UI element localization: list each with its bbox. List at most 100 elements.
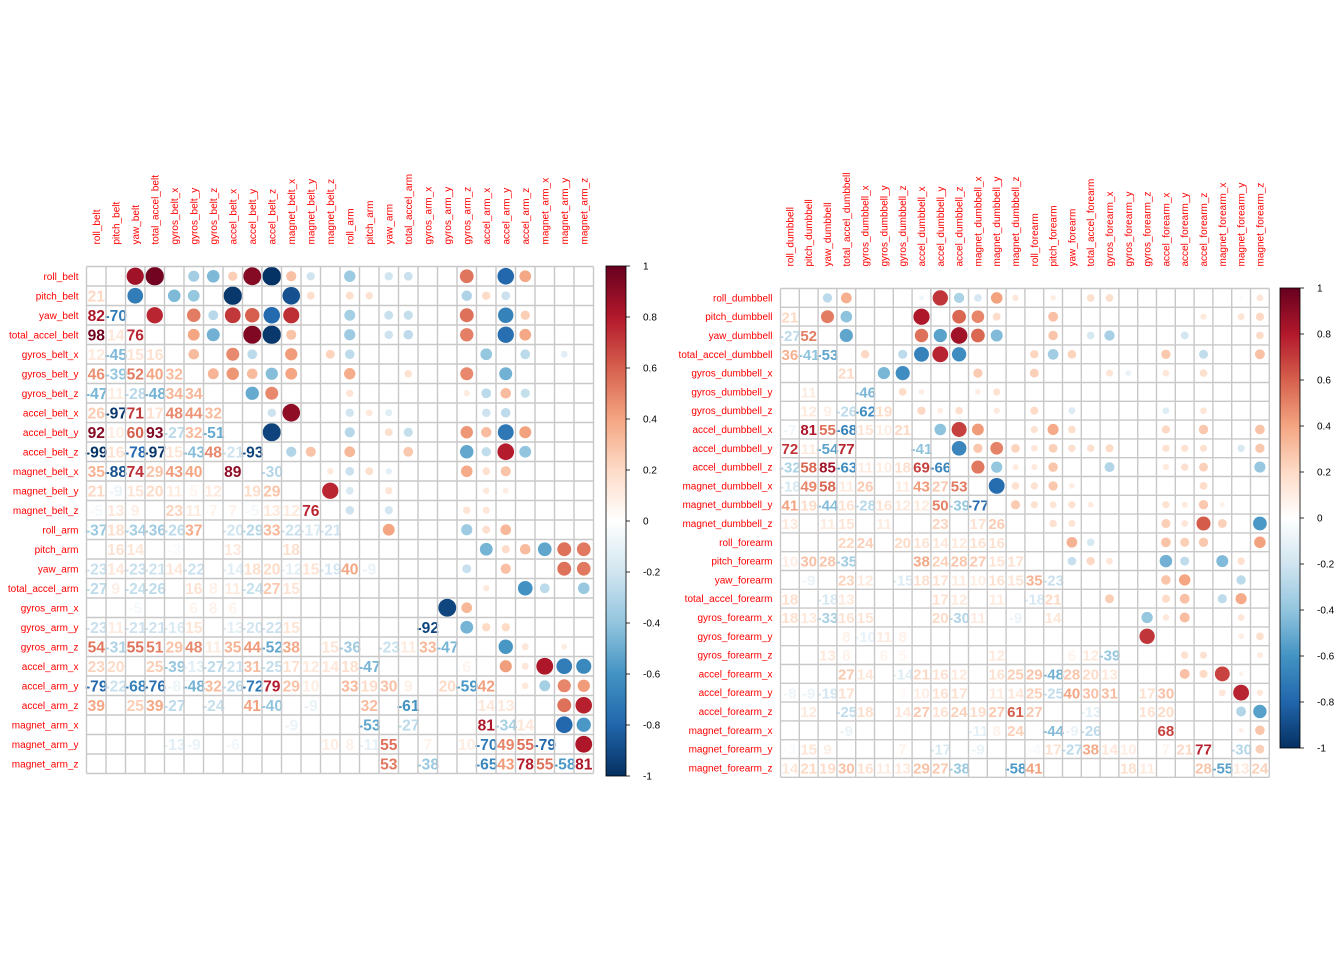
correlation-circle — [1068, 501, 1076, 509]
correlation-value: 14 — [932, 535, 949, 552]
correlation-value: -13 — [163, 737, 186, 754]
correlation-circle — [539, 680, 551, 692]
correlation-value: 30 — [1082, 685, 1099, 702]
correlation-value: -65 — [475, 757, 498, 774]
correlation-circle — [480, 348, 493, 361]
correlation-circle — [877, 366, 891, 380]
correlation-value: 6 — [1068, 648, 1076, 665]
correlation-circle — [479, 542, 493, 556]
correlation-circle — [188, 270, 200, 282]
column-label: magnet_arm_z — [579, 178, 590, 245]
column-label: accel_arm_y — [501, 188, 512, 245]
correlation-value: 25 — [1007, 667, 1024, 684]
colorbar-tick-label: 0 — [643, 517, 649, 528]
colorbar-tick-label: -0.6 — [643, 670, 661, 681]
correlation-value: 12 — [283, 503, 301, 520]
correlation-circle — [460, 465, 473, 478]
correlation-value: 16 — [107, 542, 125, 559]
correlation-value: -77 — [967, 497, 989, 514]
correlation-value: 77 — [838, 441, 855, 458]
correlation-circle — [286, 446, 297, 457]
correlation-value: 21 — [913, 667, 930, 684]
correlation-circle — [224, 307, 241, 324]
row-label: pitch_forearm — [711, 557, 772, 568]
correlation-circle — [262, 423, 281, 442]
correlation-circle — [1161, 537, 1171, 548]
colorbar-tick-label: 0.8 — [643, 313, 657, 324]
correlation-value: 16 — [838, 497, 855, 514]
correlation-value: -4 — [1028, 742, 1042, 759]
correlation-value: 10 — [782, 554, 799, 571]
correlation-circle — [282, 403, 301, 422]
correlation-value: -21 — [319, 523, 342, 540]
correlation-circle — [1162, 614, 1170, 621]
correlation-value: -72 — [241, 679, 264, 696]
correlation-value: -39 — [948, 497, 970, 514]
correlation-value: 30 — [800, 554, 817, 571]
correlation-value: -5 — [128, 601, 142, 618]
correlation-value: 55 — [517, 737, 535, 754]
correlation-value: 20 — [894, 535, 911, 552]
correlation-value: 10 — [970, 573, 987, 590]
correlation-circle — [520, 388, 530, 398]
correlation-value: 10 — [876, 422, 893, 439]
correlation-circle — [247, 349, 258, 360]
correlation-value: -8 — [167, 679, 181, 696]
column-label: gyros_belt_y — [189, 188, 200, 245]
correlation-value: -3 — [783, 742, 796, 759]
correlation-circle — [500, 563, 511, 574]
column-label: accel_belt_x — [228, 189, 239, 245]
row-label: accel_dumbbell_z — [692, 463, 772, 474]
correlation-value: 17 — [838, 685, 855, 702]
colorbar-tick-label: 1 — [1317, 284, 1323, 295]
correlation-value: -34 — [124, 523, 147, 540]
correlation-value: -18 — [817, 591, 839, 608]
correlation-value: 32 — [205, 679, 223, 696]
correlation-circle — [1179, 593, 1190, 604]
correlation-circle — [1199, 444, 1208, 452]
correlation-circle — [461, 524, 473, 536]
correlation-value: 32 — [361, 698, 379, 715]
correlation-value: -27 — [1061, 742, 1083, 759]
correlation-value: 11 — [970, 610, 986, 627]
correlation-value: -76 — [143, 679, 166, 696]
correlation-value: -35 — [835, 554, 857, 571]
correlation-circle — [1106, 557, 1113, 565]
correlation-circle — [973, 368, 983, 378]
correlation-circle — [1254, 536, 1266, 549]
correlation-value: 14 — [107, 562, 125, 579]
correlation-value: 11 — [1139, 761, 1155, 778]
correlation-value: -23 — [85, 620, 108, 637]
correlation-value: 17 — [932, 573, 949, 590]
correlation-circle — [1048, 311, 1059, 322]
correlation-value: 14 — [166, 562, 184, 579]
correlation-circle — [345, 466, 355, 476]
correlation-circle — [482, 467, 491, 476]
correlation-value: -58 — [1005, 761, 1027, 778]
correlation-value: 20 — [263, 562, 281, 579]
correlation-circle — [1181, 520, 1189, 527]
correlation-circle — [536, 657, 554, 675]
correlation-value: 14 — [782, 761, 799, 778]
correlation-value: 25 — [146, 659, 164, 676]
correlation-circle — [482, 506, 490, 514]
correlation-value: 27 — [932, 479, 949, 496]
correlation-circle — [243, 267, 262, 286]
row-label: gyros_belt_x — [22, 350, 79, 361]
correlation-value: 61 — [1007, 704, 1024, 721]
correlation-value: 50 — [932, 497, 949, 514]
correlation-value: 98 — [88, 328, 106, 345]
correlation-circle — [245, 386, 259, 400]
correlation-value: -23 — [85, 562, 108, 579]
correlation-value: 21 — [88, 484, 106, 501]
correlation-value: 48 — [166, 406, 184, 423]
correlation-value: 21 — [894, 422, 911, 439]
correlation-value: 29 — [1026, 667, 1043, 684]
correlation-value: 27 — [1026, 704, 1043, 721]
correlation-value: 38 — [1082, 742, 1099, 759]
correlation-circle — [365, 409, 373, 417]
correlation-value: 33 — [341, 679, 359, 696]
correlation-value: 27 — [838, 667, 855, 684]
row-label: accel_forearm_z — [699, 707, 773, 718]
correlation-value: -47 — [436, 640, 459, 657]
